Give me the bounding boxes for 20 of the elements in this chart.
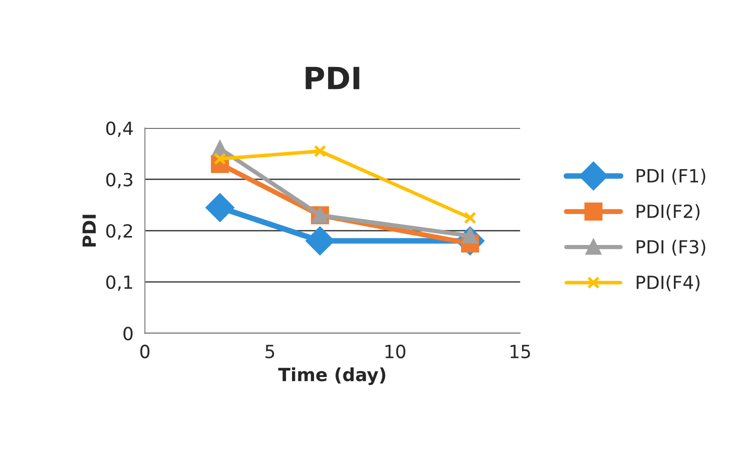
x-tick-label: 15 [510,344,530,358]
x-tick-label: 5 [266,344,274,358]
point [314,144,326,158]
legend-label: PDI (F3) [636,240,706,256]
y-axis-title: PDI [82,214,96,246]
y-tick-label: 0 [123,326,133,340]
x-axis-title: Time (day) [278,367,386,385]
x-tick-label: 0 [140,344,150,358]
legend-label: PDI (F1) [636,168,706,185]
y-tick-label: 0,2 [106,224,132,240]
legend-label: PDI(F2) [636,204,700,220]
y-tick-label: 0,1 [106,275,132,291]
y-tick-label: 0,4 [106,122,133,138]
legend-label: PDI(F4) [636,275,700,292]
point [464,212,476,224]
point [306,226,334,256]
point [206,193,234,222]
x-tick-label: 10 [386,344,406,358]
y-tick-label: 0,3 [106,172,132,188]
chart-title: PDI [306,66,360,90]
